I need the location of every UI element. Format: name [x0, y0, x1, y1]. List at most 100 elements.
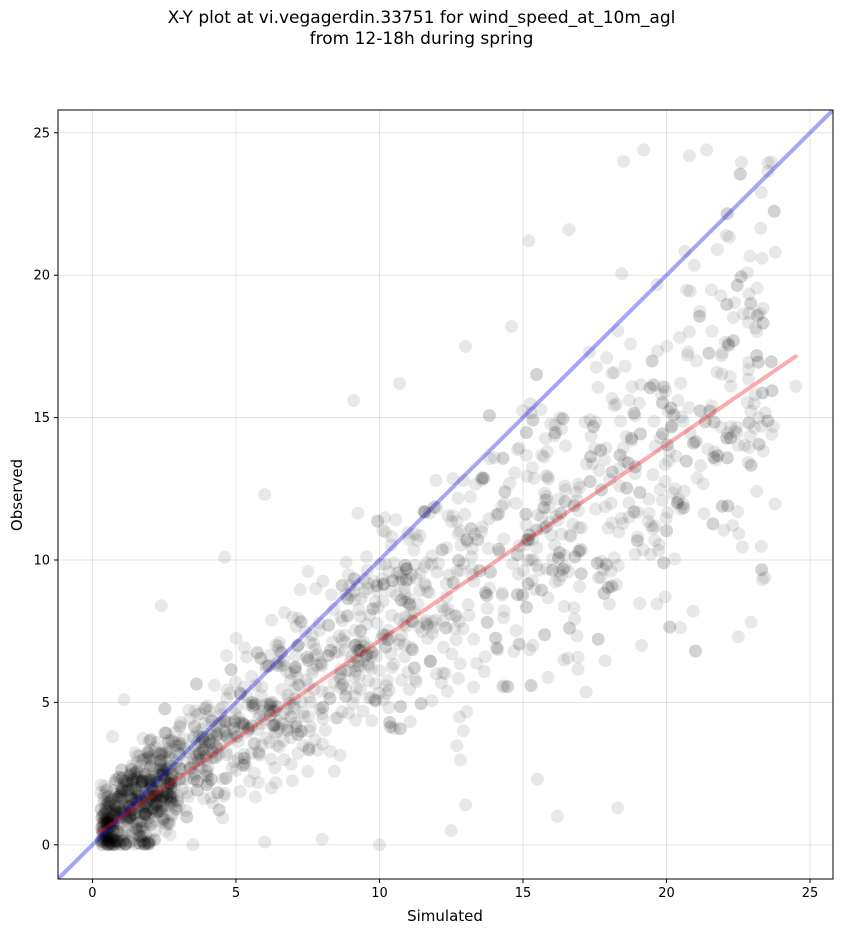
scatter-point: [271, 639, 285, 653]
scatter-point: [384, 538, 398, 552]
scatter-point: [630, 534, 644, 548]
scatter-point: [372, 686, 386, 700]
scatter-point: [341, 592, 355, 606]
scatter-point: [368, 693, 382, 707]
scatter-point: [138, 800, 152, 814]
scatter-point: [322, 685, 335, 699]
scatter-point: [403, 598, 417, 611]
scatter-point: [449, 609, 463, 623]
scatter-point: [417, 560, 431, 574]
scatter-point: [574, 521, 588, 535]
scatter-point: [122, 811, 136, 825]
scatter-point: [316, 574, 330, 588]
scatter-point: [280, 702, 294, 716]
scatter-point: [439, 577, 453, 591]
scatter-point: [103, 836, 117, 850]
scatter-point: [644, 547, 658, 561]
scatter-point: [386, 574, 400, 588]
scatter-point: [535, 583, 548, 597]
scatter-point: [607, 551, 621, 565]
scatter-point: [409, 571, 423, 585]
scatter-point: [705, 324, 719, 338]
scatter-point: [220, 731, 234, 744]
scatter-point: [417, 505, 431, 518]
scatter-point: [138, 807, 151, 821]
scatter-point: [524, 679, 538, 692]
scatter-point: [247, 701, 261, 715]
scatter-point: [115, 783, 129, 797]
scatter-point: [395, 673, 408, 687]
scatter-point: [519, 426, 533, 439]
scatter-point: [130, 765, 144, 779]
scatter-point: [435, 543, 449, 557]
scatter-point: [610, 397, 623, 411]
scatter-point: [272, 740, 286, 754]
scatter-point: [594, 443, 608, 457]
scatter-point: [208, 725, 222, 739]
scatter-point: [115, 763, 129, 777]
scatter-point: [335, 705, 349, 719]
scatter-point: [190, 783, 204, 797]
scatter-point: [293, 583, 307, 597]
scatter-point: [218, 714, 232, 728]
scatter-point: [135, 774, 149, 788]
scatter-point: [420, 556, 434, 570]
y-tick-label: 5: [42, 696, 50, 711]
scatter-point: [465, 542, 479, 555]
scatter-point: [154, 746, 168, 760]
scatter-point: [682, 401, 696, 414]
scatter-point: [398, 587, 412, 601]
scatter-point: [205, 714, 219, 728]
scatter-point: [120, 812, 134, 826]
scatter-point: [718, 335, 732, 349]
scatter-point: [412, 620, 426, 634]
scatter-point: [150, 789, 164, 803]
scatter-point: [728, 424, 742, 438]
scatter-point: [551, 513, 565, 527]
scatter-point: [392, 565, 406, 579]
scatter-point: [452, 615, 466, 628]
scatter-point: [154, 801, 168, 815]
scatter-point: [519, 448, 533, 462]
scatter-point: [450, 515, 464, 529]
scatter-point: [541, 472, 555, 486]
scatter-point: [218, 728, 231, 742]
scatter-point: [277, 753, 291, 766]
scatter-point: [385, 661, 399, 675]
scatter-point: [571, 477, 585, 491]
scatter-point: [598, 500, 612, 514]
scatter-point: [660, 438, 674, 452]
scatter-point: [694, 459, 708, 473]
scatter-point: [562, 223, 576, 237]
scatter-point: [217, 789, 231, 803]
scatter-point: [648, 439, 662, 453]
scatter-point: [175, 782, 189, 796]
scatter-point: [731, 630, 745, 644]
scatter-point: [751, 309, 764, 322]
y-tick-label: 10: [33, 554, 50, 569]
scatter-point: [200, 778, 214, 792]
scatter-point: [205, 751, 219, 765]
scatter-point: [101, 795, 115, 809]
scatter-point: [733, 167, 747, 181]
scatter-point: [574, 542, 587, 556]
scatter-point: [323, 692, 337, 705]
scatter-point: [671, 393, 685, 407]
scatter-point: [724, 431, 737, 445]
scatter-point: [144, 792, 158, 806]
scatter-point: [143, 788, 156, 801]
scatter-point: [726, 311, 740, 324]
scatter-point: [505, 320, 518, 333]
scatter-point: [480, 588, 494, 602]
scatter-point: [189, 677, 203, 691]
scatter-point: [541, 591, 555, 605]
scatter-point: [690, 471, 704, 485]
chart-title-line-2: from 12-18h during spring: [309, 29, 534, 49]
scatter-point: [335, 579, 349, 592]
scatter-point: [410, 533, 424, 547]
scatter-point: [407, 661, 421, 675]
scatter-point: [254, 688, 268, 702]
scatter-point: [402, 532, 416, 546]
scatter-point: [379, 640, 393, 654]
scatter-point: [511, 588, 524, 602]
